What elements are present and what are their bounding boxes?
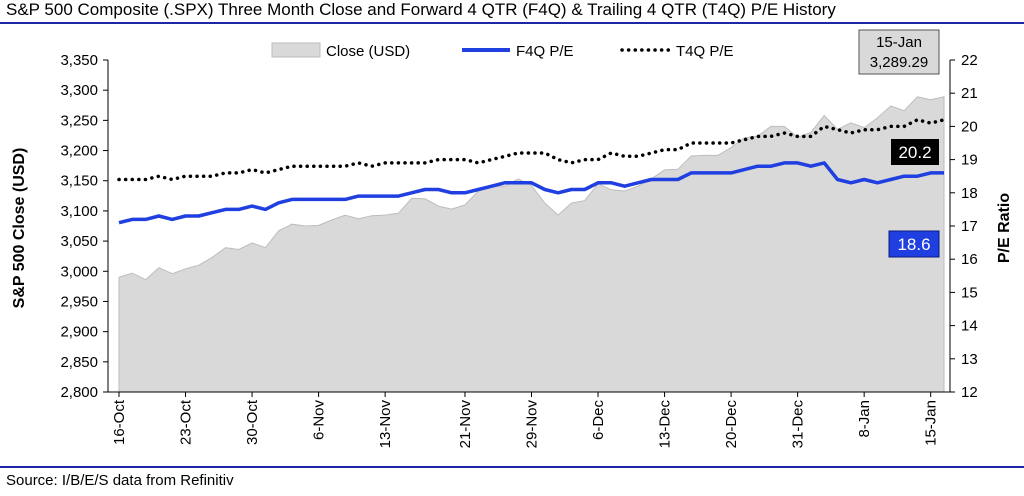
y2-tick-label: 16 <box>961 251 978 268</box>
y-axis-title: S&P 500 Close (USD) <box>11 148 28 309</box>
y2-tick-label: 12 <box>961 384 978 401</box>
y-tick-label: 3,250 <box>60 112 98 129</box>
y2-tick-label: 18 <box>961 185 978 202</box>
y2-tick-label: 14 <box>961 318 978 335</box>
y-tick-label: 3,000 <box>60 263 98 280</box>
source-note: Source: I/B/E/S data from Refinitiv <box>6 472 234 489</box>
legend: Close (USD) F4Q P/E T4Q P/E <box>271 42 734 60</box>
x-tick-label: 16-Oct <box>111 399 128 445</box>
x-tick-label: 6-Dec <box>590 400 607 441</box>
legend-label-f4q: F4Q P/E <box>516 43 574 60</box>
t4q-badge-value: 20.2 <box>898 143 931 162</box>
f4q-badge-value: 18.6 <box>897 235 930 254</box>
x-tick-label: 20-Dec <box>723 400 740 449</box>
f4q-badge: 18.6 <box>888 230 940 258</box>
f4q-pe-line <box>118 161 944 225</box>
last-close-value: 3,289.29 <box>870 54 928 71</box>
x-tick-label: 29-Nov <box>524 400 541 449</box>
y2-axis-title: P/E Ratio <box>996 193 1013 263</box>
close-area <box>118 96 945 393</box>
pe-lines-layer <box>117 117 946 225</box>
x-tick-label: 13-Nov <box>377 400 394 449</box>
t4q-pe-line <box>117 117 946 182</box>
close-area-layer <box>118 96 945 393</box>
y2-tick-label: 21 <box>961 85 978 102</box>
y-tick-label: 2,900 <box>60 324 98 341</box>
last-close-box <box>858 29 940 75</box>
t4q-badge-box <box>891 139 939 165</box>
chart-title: S&P 500 Composite (.SPX) Three Month Clo… <box>6 0 836 19</box>
y2-tick-label: 15 <box>961 284 978 301</box>
x-tick-label: 13-Dec <box>657 400 674 449</box>
last-close-date: 15-Jan <box>876 34 922 51</box>
y-tick-label: 2,850 <box>60 354 98 371</box>
legend-label-t4q: T4Q P/E <box>676 43 734 60</box>
y-tick-label: 3,200 <box>60 143 98 160</box>
x-tick-label: 31-Dec <box>790 400 807 449</box>
x-tick-label: 15-Jan <box>923 400 940 446</box>
y-tick-label: 3,050 <box>60 233 98 250</box>
y-tick-label: 2,800 <box>60 384 98 401</box>
y2-tick-label: 13 <box>961 351 978 368</box>
bottom-rule <box>0 466 1024 468</box>
t4q-badge: 20.2 <box>891 139 939 165</box>
last-close-callout: 15-Jan 3,289.29 <box>858 29 940 75</box>
x-tick-label: 23-Oct <box>178 399 195 445</box>
x-tick-label: 30-Oct <box>244 399 261 445</box>
y-tick-label: 3,300 <box>60 82 98 99</box>
y-tick-label: 3,350 <box>60 52 98 69</box>
x-tick-label: 21-Nov <box>457 400 474 449</box>
y-tick-label: 3,100 <box>60 203 98 220</box>
ticks-layer: 2,800 2,850 2,900 2,950 3,000 3,050 3,100 3,150… <box>60 52 977 448</box>
x-tick-label: 6-Nov <box>311 400 328 441</box>
y2-tick-label: 19 <box>961 152 978 169</box>
y2-tick-label: 17 <box>961 218 978 235</box>
legend-label-close: Close (USD) <box>326 43 410 60</box>
y2-tick-label: 22 <box>961 52 978 69</box>
y2-tick-label: 20 <box>961 118 978 135</box>
f4q-badge-box <box>888 230 940 258</box>
y-tick-label: 3,150 <box>60 173 98 190</box>
legend-swatch-close <box>271 42 321 58</box>
top-rule <box>0 22 1024 24</box>
y-tick-label: 2,950 <box>60 293 98 310</box>
x-tick-label: 8-Jan <box>856 400 873 438</box>
